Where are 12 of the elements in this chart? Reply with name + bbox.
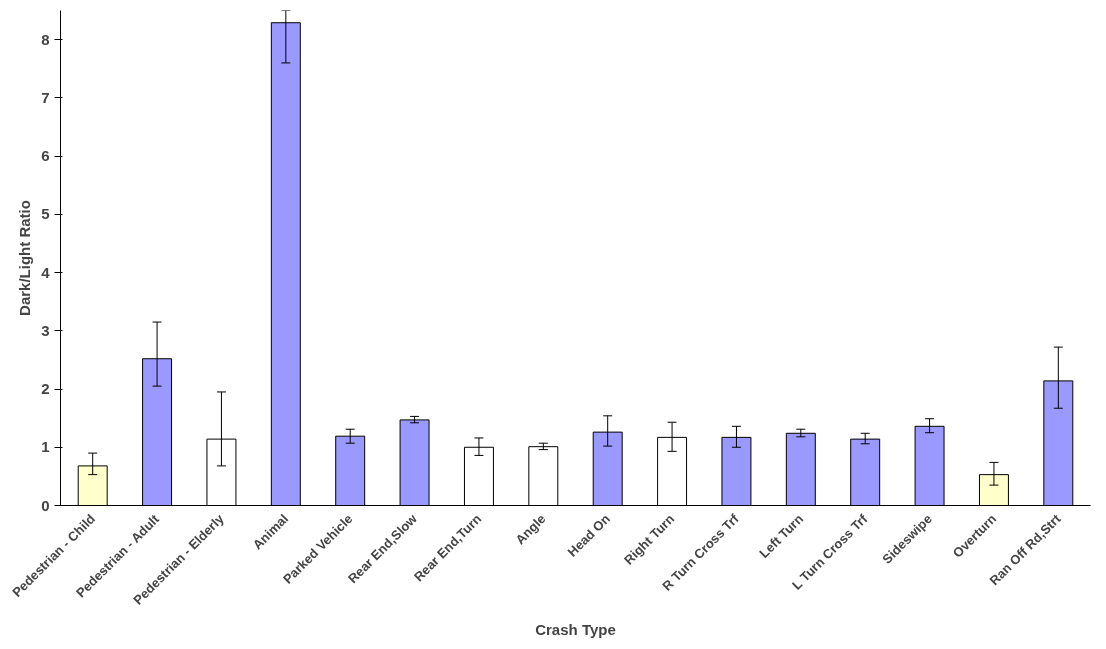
y-tick-label: 6 (41, 147, 50, 165)
y-tick-label: 0 (41, 496, 50, 514)
y-tick-label: 1 (41, 438, 50, 456)
y-axis-title: Dark/Light Ratio (16, 200, 34, 316)
x-tick-label: Left Turn (756, 511, 807, 561)
y-tick-label: 5 (41, 205, 50, 223)
y-tick-label: 4 (41, 263, 51, 281)
y-tick-label: 7 (41, 88, 50, 106)
y-tick-label: 8 (41, 30, 50, 48)
y-tick-label: 2 (41, 380, 50, 398)
y-tick-label: 3 (41, 321, 50, 339)
x-axis-title: Crash Type (535, 620, 616, 638)
